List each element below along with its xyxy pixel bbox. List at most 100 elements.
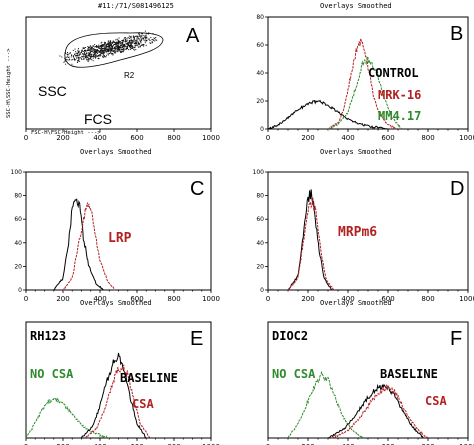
event-dot xyxy=(104,47,106,49)
event-dot xyxy=(104,48,106,50)
series-label: CSA xyxy=(425,394,447,408)
event-dot xyxy=(93,49,95,51)
panel-letter: C xyxy=(190,178,204,200)
event-dot xyxy=(139,36,141,38)
event-dot xyxy=(91,46,93,48)
event-dot xyxy=(136,38,138,40)
event-dot xyxy=(99,50,100,52)
event-dot xyxy=(122,46,124,48)
event-dot xyxy=(138,38,140,40)
event-dot xyxy=(68,59,70,61)
event-dot xyxy=(130,38,132,40)
event-dot xyxy=(132,36,134,38)
event-dot xyxy=(140,41,141,43)
event-dot xyxy=(100,45,101,47)
series-label: CONTROL xyxy=(368,66,419,80)
event-dot xyxy=(111,42,113,44)
x-tick-label: 800 xyxy=(167,295,180,303)
event-dot xyxy=(106,55,108,57)
event-dot xyxy=(108,53,110,55)
event-dot xyxy=(142,33,143,35)
x-tick-label: 1000 xyxy=(202,295,220,303)
event-dot xyxy=(91,51,93,53)
event-dot xyxy=(81,53,83,55)
event-dot xyxy=(95,55,97,57)
event-dot xyxy=(122,45,124,47)
event-dot xyxy=(115,50,117,52)
event-dot xyxy=(105,46,107,48)
event-dot xyxy=(141,35,143,36)
event-dot xyxy=(118,50,120,52)
event-dot xyxy=(98,47,100,49)
event-dot xyxy=(114,49,116,51)
event-dot xyxy=(87,58,89,60)
event-dot xyxy=(114,47,116,49)
event-dot xyxy=(141,36,143,38)
event-dot xyxy=(141,33,143,35)
event-dot xyxy=(78,58,80,60)
event-dot xyxy=(119,45,121,47)
panel-a-letter: A xyxy=(186,25,200,47)
event-dot xyxy=(139,38,141,40)
y-tick-label: 60 xyxy=(256,42,264,49)
event-dot xyxy=(79,53,81,55)
event-dot xyxy=(127,37,129,39)
event-dot xyxy=(143,37,145,39)
event-dot xyxy=(139,46,141,48)
event-dot xyxy=(145,39,147,41)
event-dot xyxy=(86,59,88,61)
event-dot xyxy=(112,51,114,53)
event-dot xyxy=(87,48,89,50)
event-dot xyxy=(97,57,99,59)
series-no-csa xyxy=(287,370,365,439)
y-tick-label: 20 xyxy=(256,263,264,270)
event-dot xyxy=(84,54,86,56)
event-dot xyxy=(119,41,121,43)
event-dot xyxy=(115,41,117,43)
event-dot xyxy=(108,44,110,46)
y-tick-label: 100 xyxy=(253,169,265,176)
event-dot xyxy=(88,54,90,56)
event-dot xyxy=(147,33,149,35)
x-tick-label: 0 xyxy=(24,443,28,445)
event-dot xyxy=(68,54,70,56)
event-dot xyxy=(114,49,116,51)
event-dot xyxy=(113,41,115,43)
event-dot xyxy=(140,38,142,40)
event-dot xyxy=(83,53,85,55)
x-tick-label: 1000 xyxy=(202,134,220,142)
event-dot xyxy=(138,41,140,43)
series-label: BASELINE xyxy=(120,371,178,385)
event-dot xyxy=(103,48,105,50)
event-dot xyxy=(75,59,77,61)
event-dot xyxy=(102,53,103,55)
event-dot xyxy=(94,55,96,57)
event-dot xyxy=(133,42,135,44)
event-dot xyxy=(85,50,87,51)
panel-a-gate xyxy=(64,32,164,68)
event-dot xyxy=(134,42,136,44)
panel-c-header: Overlays Smoothed xyxy=(80,148,152,156)
event-dot xyxy=(154,38,156,40)
event-dot xyxy=(86,55,88,57)
event-dot xyxy=(111,45,113,46)
event-dot xyxy=(88,54,90,56)
event-dot xyxy=(88,49,89,51)
x-tick-label: 200 xyxy=(301,134,314,142)
panel-e-header: Overlays Smoothed xyxy=(80,299,152,307)
event-dot xyxy=(87,54,89,56)
event-dot xyxy=(119,41,121,43)
event-dot xyxy=(86,52,87,54)
event-dot xyxy=(110,52,112,54)
x-tick-label: 600 xyxy=(381,443,394,445)
x-tick-label: 400 xyxy=(341,134,354,142)
event-dot xyxy=(88,48,90,50)
event-dot xyxy=(96,50,98,52)
event-dot xyxy=(72,58,74,60)
event-dot xyxy=(83,55,84,57)
series-0 xyxy=(53,198,104,291)
event-dot xyxy=(100,42,102,44)
event-dot xyxy=(84,56,86,58)
event-dot xyxy=(132,35,134,37)
event-dot xyxy=(126,39,128,41)
